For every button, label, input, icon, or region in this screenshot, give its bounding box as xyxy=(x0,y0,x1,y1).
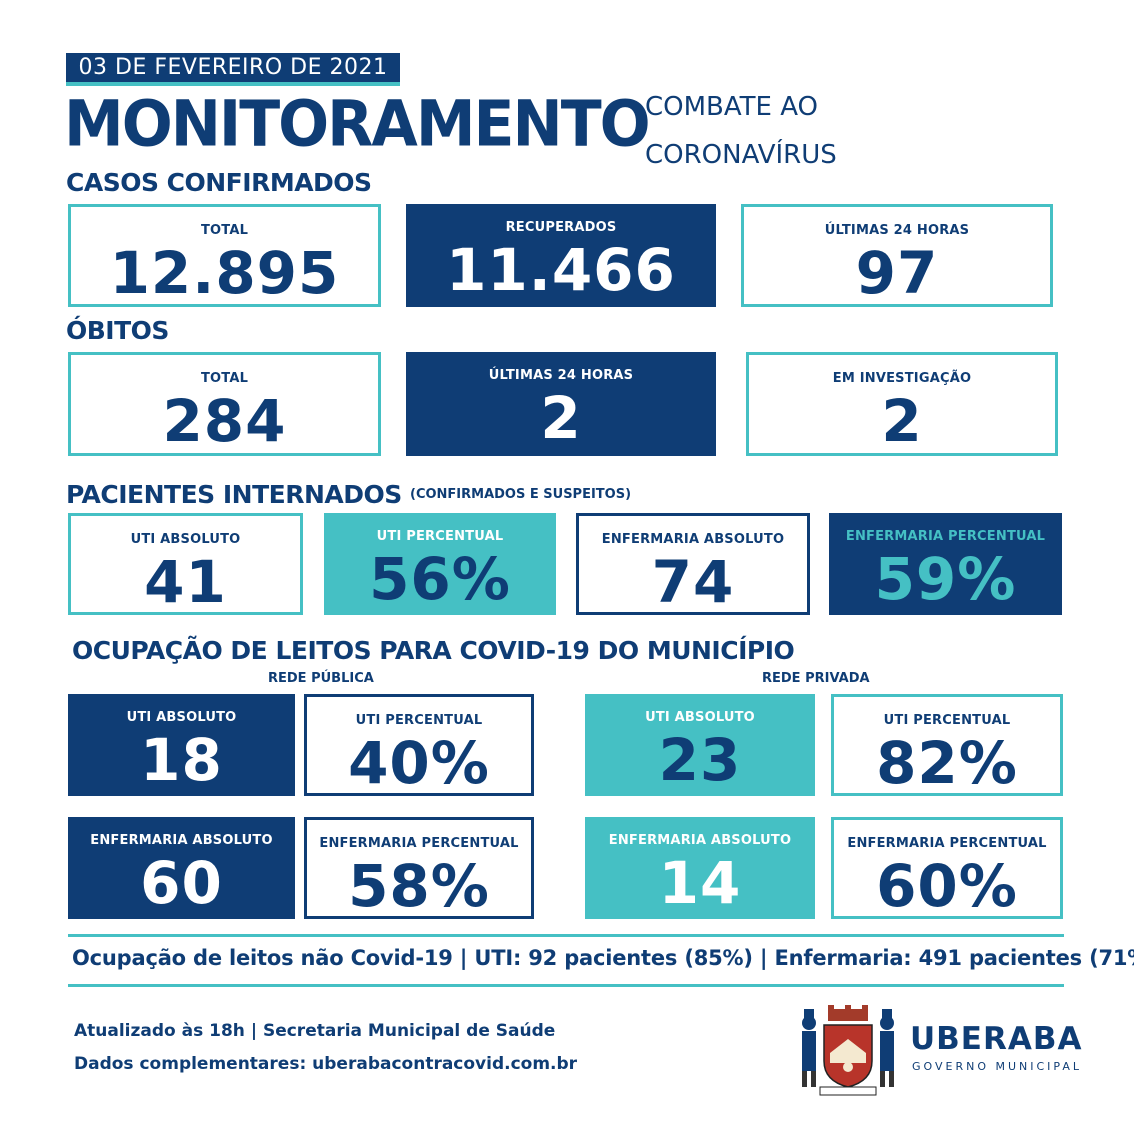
casos-ultimas-value: 97 xyxy=(855,239,939,307)
obitos-investigacao-label: EM INVESTIGAÇÃO xyxy=(832,371,972,386)
date-badge: 03 DE FEVEREIRO DE 2021 xyxy=(66,53,400,86)
privada-enf-abs-value: 14 xyxy=(658,849,742,917)
subtitle-line1: COMBATE AO xyxy=(645,92,819,122)
city-coat-of-arms-icon xyxy=(796,1003,900,1097)
privada-enf-abs-label: ENFERMARIA ABSOLUTO xyxy=(608,833,792,848)
obitos-investigacao-card: EM INVESTIGAÇÃO 2 xyxy=(746,352,1058,456)
obitos-ultimas-label: ÚLTIMAS 24 HORAS xyxy=(488,368,634,383)
privada-enf-abs-card: ENFERMARIA ABSOLUTO 14 xyxy=(585,817,815,919)
casos-ultimas-label: ÚLTIMAS 24 HORAS xyxy=(824,223,970,238)
obitos-ultimas-card: ÚLTIMAS 24 HORAS 2 xyxy=(406,352,716,456)
privada-enf-pct-value: 60% xyxy=(876,852,1018,920)
internados-enf-abs-card: ENFERMARIA ABSOLUTO 74 xyxy=(576,513,810,615)
privada-uti-pct-card: UTI PERCENTUAL 82% xyxy=(831,694,1063,796)
updated-text: Atualizado às 18h | Secretaria Municipal… xyxy=(74,1021,556,1041)
privada-uti-pct-label: UTI PERCENTUAL xyxy=(883,713,1011,728)
casos-recuperados-label: RECUPERADOS xyxy=(505,220,617,235)
publica-enf-abs-label: ENFERMARIA ABSOLUTO xyxy=(90,833,273,848)
internados-uti-abs-value: 41 xyxy=(144,548,227,616)
logo-name: UBERABA xyxy=(910,1021,1083,1057)
privada-uti-abs-value: 23 xyxy=(658,726,742,794)
casos-total-card: TOTAL 12.895 xyxy=(68,204,381,307)
internados-note: (CONFIRMADOS E SUSPEITOS) xyxy=(410,487,632,502)
internados-enf-abs-value: 74 xyxy=(651,548,735,616)
internados-uti-pct-label: UTI PERCENTUAL xyxy=(376,529,504,544)
page-title: MONITORAMENTO xyxy=(64,88,651,162)
internados-uti-pct-card: UTI PERCENTUAL 56% xyxy=(324,513,556,615)
obitos-ultimas-value: 2 xyxy=(540,384,582,452)
publica-enf-abs-value: 60 xyxy=(140,849,223,917)
divider-bottom xyxy=(68,984,1064,987)
casos-ultimas-card: ÚLTIMAS 24 HORAS 97 xyxy=(741,204,1053,307)
rede-publica-label: REDE PÚBLICA xyxy=(268,671,374,686)
more-data-text: Dados complementares: uberabacontracovid… xyxy=(74,1054,578,1074)
subtitle-line2: CORONAVÍRUS xyxy=(645,140,837,170)
internados-uti-abs-card: UTI ABSOLUTO 41 xyxy=(68,513,303,615)
publica-enf-pct-label: ENFERMARIA PERCENTUAL xyxy=(319,836,519,851)
casos-recuperados-card: RECUPERADOS 11.466 xyxy=(406,204,716,307)
rede-privada-label: REDE PRIVADA xyxy=(762,671,870,686)
publica-uti-pct-label: UTI PERCENTUAL xyxy=(355,713,483,728)
publica-enf-pct-value: 58% xyxy=(348,852,490,920)
divider-top xyxy=(68,934,1064,937)
publica-uti-abs-value: 18 xyxy=(140,726,223,794)
privada-uti-abs-card: UTI ABSOLUTO 23 xyxy=(585,694,815,796)
casos-total-value: 12.895 xyxy=(109,239,340,307)
internados-section-title: PACIENTES INTERNADOS xyxy=(66,480,402,509)
obitos-investigacao-value: 2 xyxy=(881,387,923,455)
internados-enf-abs-label: ENFERMARIA ABSOLUTO xyxy=(601,532,785,547)
obitos-section-title: ÓBITOS xyxy=(66,316,169,345)
casos-recuperados-value: 11.466 xyxy=(446,236,676,304)
publica-enf-pct-card: ENFERMARIA PERCENTUAL 58% xyxy=(304,817,534,919)
privada-enf-pct-label: ENFERMARIA PERCENTUAL xyxy=(847,836,1047,851)
publica-uti-pct-value: 40% xyxy=(348,729,490,797)
casos-section-title: CASOS CONFIRMADOS xyxy=(66,168,372,197)
publica-uti-abs-label: UTI ABSOLUTO xyxy=(126,710,237,725)
publica-uti-pct-card: UTI PERCENTUAL 40% xyxy=(304,694,534,796)
obitos-total-label: TOTAL xyxy=(200,371,249,386)
internados-uti-pct-value: 56% xyxy=(369,545,511,613)
obitos-total-card: TOTAL 284 xyxy=(68,352,381,456)
internados-uti-abs-label: UTI ABSOLUTO xyxy=(130,532,241,547)
publica-uti-abs-card: UTI ABSOLUTO 18 xyxy=(68,694,295,796)
ocupacao-section-title: OCUPAÇÃO DE LEITOS PARA COVID-19 DO MUNI… xyxy=(72,636,795,665)
privada-uti-pct-value: 82% xyxy=(876,729,1018,797)
casos-total-label: TOTAL xyxy=(200,223,249,238)
obitos-total-value: 284 xyxy=(162,387,287,455)
publica-enf-abs-card: ENFERMARIA ABSOLUTO 60 xyxy=(68,817,295,919)
privada-enf-pct-card: ENFERMARIA PERCENTUAL 60% xyxy=(831,817,1063,919)
internados-enf-pct-label: ENFERMARIA PERCENTUAL xyxy=(845,529,1046,544)
nao-covid-summary: Ocupação de leitos não Covid-19 | UTI: 9… xyxy=(72,946,1134,970)
privada-uti-abs-label: UTI ABSOLUTO xyxy=(645,710,755,725)
internados-enf-pct-card: ENFERMARIA PERCENTUAL 59% xyxy=(829,513,1062,615)
internados-enf-pct-value: 59% xyxy=(874,545,1017,613)
logo-subtitle: GOVERNO MUNICIPAL xyxy=(912,1060,1083,1073)
